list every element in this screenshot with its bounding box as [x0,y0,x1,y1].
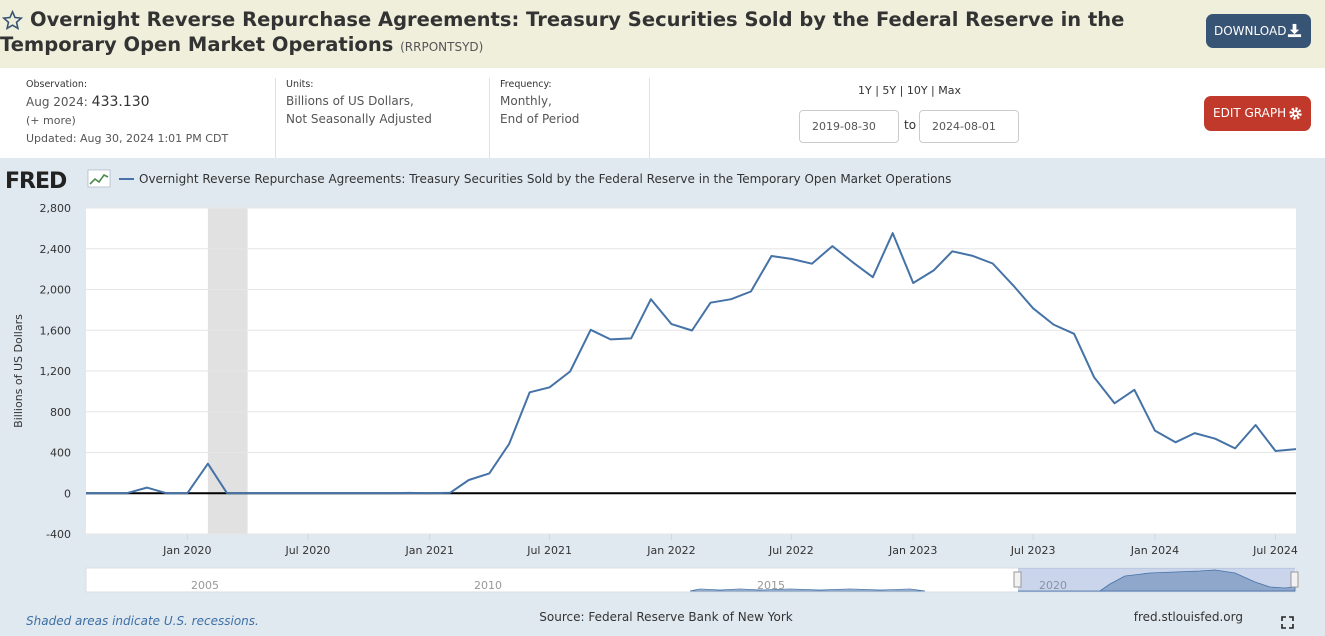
x-tick-label: Jul 2021 [526,544,572,557]
x-tick-label: Jan 2023 [888,544,937,557]
edit-graph-label: EDIT GRAPH [1213,106,1287,120]
observation-line: Aug 2024: 433.130 [26,93,150,111]
navigator-selection[interactable] [1018,568,1295,592]
y-tick-label: 2,000 [40,284,72,297]
fred-logo-box [87,169,111,188]
meta-divider [275,78,276,158]
navigator-year-label: 2010 [474,579,502,592]
edit-graph-button[interactable]: EDIT GRAPH [1204,96,1311,131]
x-tick-label: Jul 2023 [1010,544,1056,557]
y-tick-label: 800 [50,406,71,419]
page-title: Overnight Reverse Repurchase Agreements:… [0,7,1190,60]
y-tick-label: 2,800 [40,202,72,215]
series-line [86,232,1297,495]
navigator-year-label: 2005 [191,579,219,592]
download-icon [1287,23,1302,38]
fred-logo-graph [89,173,109,185]
title-text: Overnight Reverse Repurchase Agreements:… [0,8,1125,56]
y-tick-label: 2,400 [40,243,72,256]
y-tick-label: -400 [46,528,71,541]
navigator-overview-line [689,588,926,592]
source-text: Source: Federal Reserve Bank of New York [539,610,793,624]
y-axis-label: Billions of US Dollars [12,314,25,428]
navigator-handle-right[interactable] [1290,571,1299,588]
star-icon[interactable] [2,10,23,31]
units-label: Units: [286,79,314,90]
fred-logo-text: FRED [5,169,67,194]
x-tick-label: Jul 2024 [1252,544,1298,557]
title-bar: Overnight Reverse Repurchase Agreements:… [0,0,1325,68]
frequency-label: Frequency: [500,79,552,90]
series-id: (RRPONTSYD) [400,40,484,54]
meta-divider [489,78,490,158]
y-tick-label: 1,600 [40,324,72,337]
x-tick-label: Jul 2020 [284,544,330,557]
units-line1: Billions of US Dollars, [286,94,414,108]
observation-label: Observation: [26,79,88,90]
site-link: fred.stlouisfed.org [1134,610,1243,624]
navigator-year-label: 2020 [1039,579,1067,592]
fred-logo[interactable]: FRED [5,169,111,194]
end-date-input[interactable]: 2024-08-01 [919,110,1019,143]
recession-note: Shaded areas indicate U.S. recessions. [26,614,259,628]
navigator-handle-left[interactable] [1013,571,1022,588]
x-tick-label: Jan 2021 [405,544,454,557]
x-tick-label: Jan 2020 [162,544,211,557]
y-tick-label: 400 [50,447,71,460]
fullscreen-icon[interactable] [1281,616,1294,629]
legend-label: Overnight Reverse Repurchase Agreements:… [139,172,951,186]
gear-icon [1289,107,1302,120]
x-tick-label: Jul 2022 [768,544,814,557]
x-tick-label: Jan 2024 [1130,544,1179,557]
range-links[interactable]: 1Y | 5Y | 10Y | Max [858,84,961,97]
frequency-line1: Monthly, [500,94,552,108]
y-tick-label: 0 [64,487,71,500]
to-label: to [904,118,917,132]
meta-divider [649,78,650,158]
navigator-year-label: 2015 [757,579,785,592]
x-tick-label: Jan 2022 [646,544,695,557]
observation-value: 433.130 [91,94,150,110]
y-tick-label: 1,200 [40,365,72,378]
observation-date: Aug 2024: [26,95,88,109]
updated-text: Updated: Aug 30, 2024 1:01 PM CDT [26,132,229,145]
start-date-input[interactable]: 2019-08-30 [799,110,899,143]
units-line2: Not Seasonally Adjusted [286,112,432,126]
download-button[interactable]: DOWNLOAD [1206,14,1311,48]
download-label: DOWNLOAD [1214,24,1287,38]
more-link[interactable]: (+ more) [26,114,76,127]
frequency-line2: End of Period [500,112,580,126]
